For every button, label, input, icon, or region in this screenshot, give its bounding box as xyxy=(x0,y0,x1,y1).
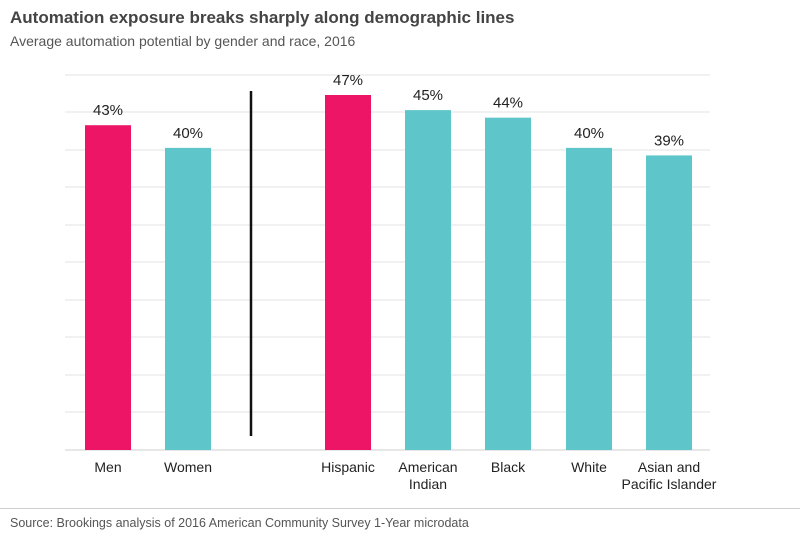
category-label-men: Men xyxy=(94,459,121,475)
value-label-men: 43% xyxy=(93,102,123,119)
bar-black xyxy=(485,117,531,450)
bar-white xyxy=(566,147,612,450)
gridlines xyxy=(65,74,710,451)
value-label-american-indian: 45% xyxy=(413,87,443,104)
value-label-hispanic: 47% xyxy=(333,72,363,89)
category-label-american-indian: Indian xyxy=(409,476,447,492)
category-label-asian-and-pacific-islander: Pacific Islander xyxy=(622,476,717,492)
bars xyxy=(85,95,692,450)
bar-men xyxy=(85,125,131,450)
chart-subtitle: Average automation potential by gender a… xyxy=(10,33,356,49)
bar-hispanic xyxy=(325,95,371,450)
value-label-black: 44% xyxy=(493,95,523,112)
category-label-women: Women xyxy=(164,459,212,475)
bar-asian-and-pacific-islander xyxy=(646,155,692,450)
category-label-american-indian: American xyxy=(398,459,457,475)
value-label-women: 40% xyxy=(173,125,203,142)
value-label-white: 40% xyxy=(574,125,604,142)
bar-chart: 43% Men 40% Women 47% Hispanic 45% AmericanIndi… xyxy=(65,72,717,492)
category-label-asian-and-pacific-islander: Asian and xyxy=(638,459,700,475)
bar-women xyxy=(165,147,211,450)
chart-title: Automation exposure breaks sharply along… xyxy=(10,8,515,27)
bar-american-indian xyxy=(405,110,451,450)
value-label-asian-and-pacific-islander: 39% xyxy=(654,132,684,149)
labels: 43% Men 40% Women 47% Hispanic 45% AmericanIndi… xyxy=(93,72,717,492)
category-label-hispanic: Hispanic xyxy=(321,459,375,475)
source-divider xyxy=(0,508,800,509)
category-label-black: Black xyxy=(491,459,526,475)
source-note: Source: Brookings analysis of 2016 Ameri… xyxy=(10,516,469,530)
category-label-white: White xyxy=(571,459,607,475)
